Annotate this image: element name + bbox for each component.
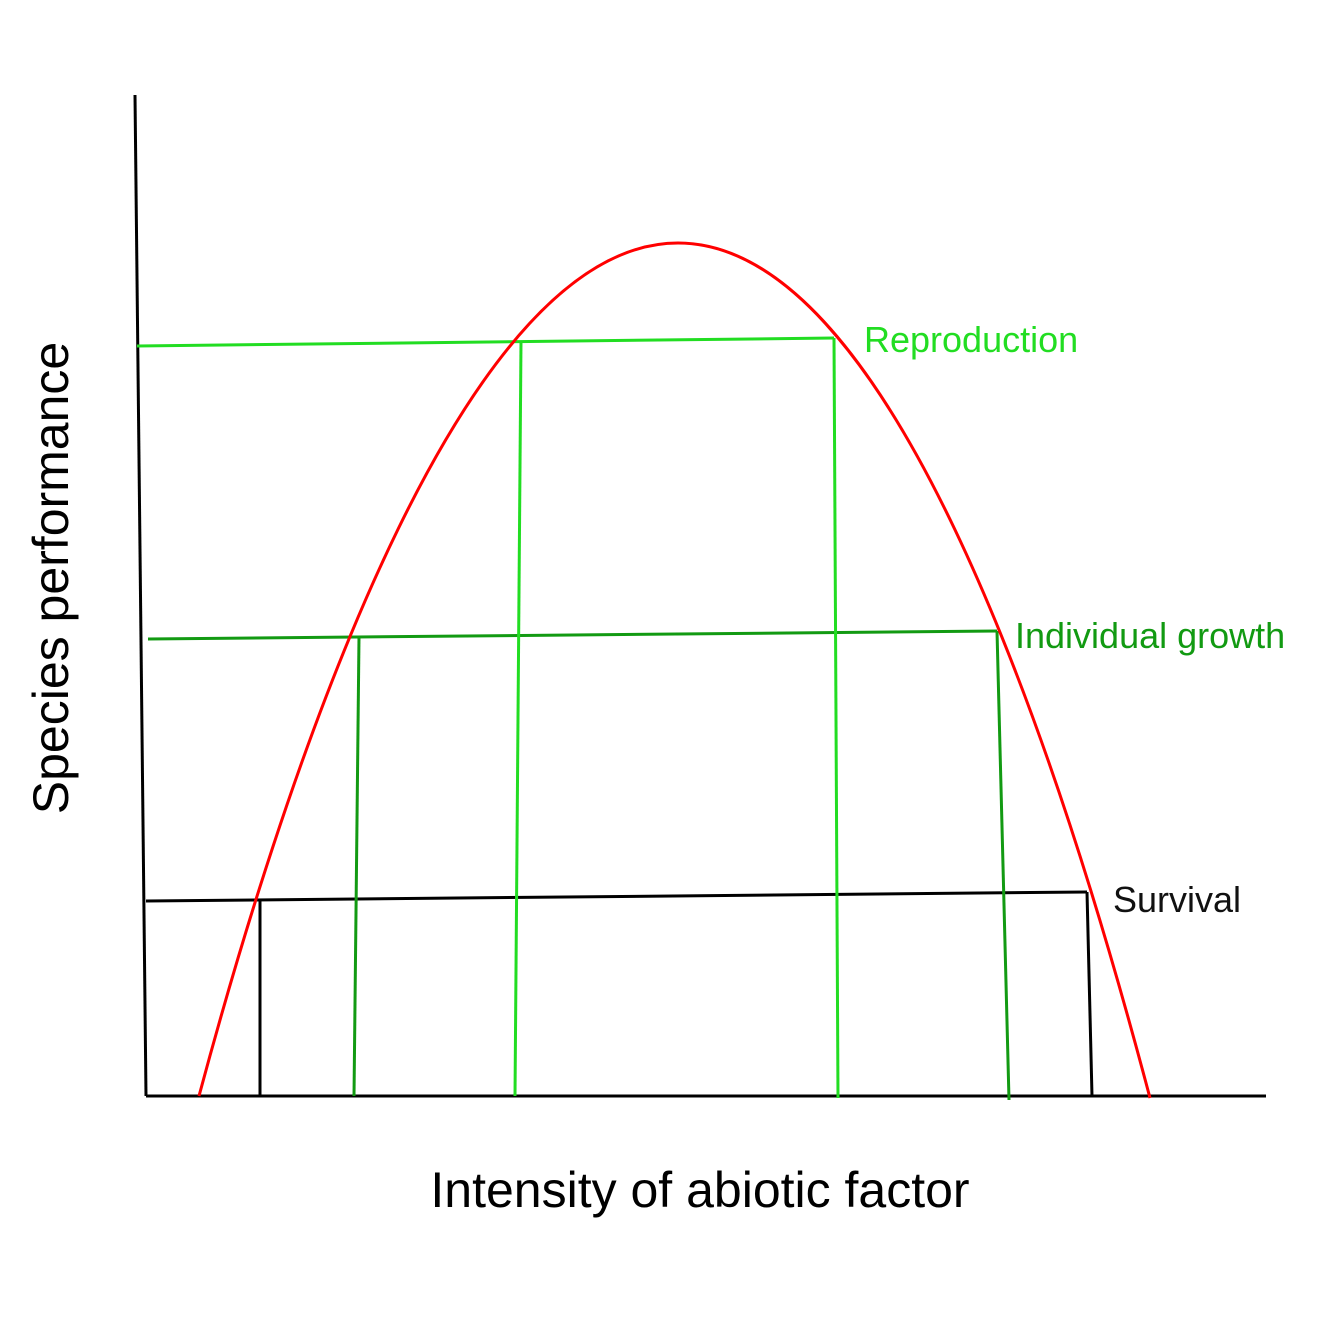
y-axis-label: Species performance <box>23 342 79 814</box>
growth-label: Individual growth <box>1015 615 1285 656</box>
reproduction-band <box>136 336 840 1099</box>
reproduction-right-bound <box>832 337 840 1099</box>
reproduction-label: Reproduction <box>864 319 1078 360</box>
survival-right-bound <box>1085 891 1094 1097</box>
performance-curve <box>197 241 1152 1099</box>
growth-right-bound <box>995 630 1011 1101</box>
growth-band <box>147 629 1011 1101</box>
survival-label: Survival <box>1113 879 1241 920</box>
reproduction-threshold-line <box>136 336 835 348</box>
survival-band <box>145 890 1094 1097</box>
survival-threshold-line <box>145 890 1088 903</box>
growth-left-bound <box>352 636 361 1097</box>
x-axis-label: Intensity of abiotic factor <box>430 1162 969 1218</box>
y-axis <box>133 94 148 1097</box>
growth-threshold-line <box>147 629 998 641</box>
reproduction-left-bound <box>513 340 523 1097</box>
